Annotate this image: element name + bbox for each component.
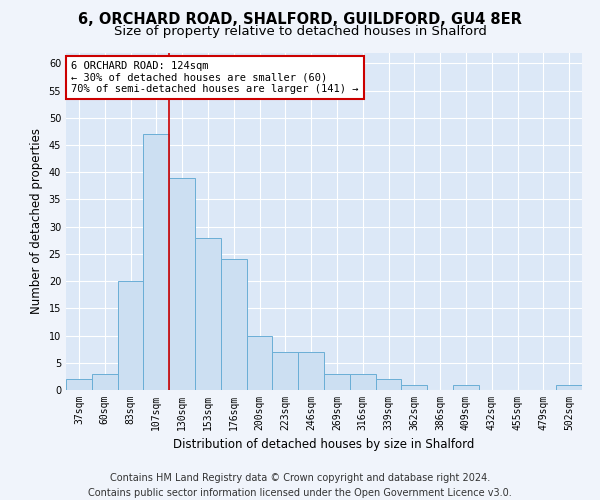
Bar [66, 379, 92, 390]
Text: Size of property relative to detached houses in Shalford: Size of property relative to detached ho… [113, 25, 487, 38]
Bar [169, 178, 195, 390]
Text: 6 ORCHARD ROAD: 124sqm
← 30% of detached houses are smaller (60)
70% of semi-det: 6 ORCHARD ROAD: 124sqm ← 30% of detached… [71, 61, 359, 94]
Bar [401, 384, 427, 390]
Text: Contains HM Land Registry data © Crown copyright and database right 2024.
Contai: Contains HM Land Registry data © Crown c… [88, 472, 512, 498]
Bar [143, 134, 169, 390]
Bar [556, 384, 582, 390]
Bar [247, 336, 272, 390]
Text: 6, ORCHARD ROAD, SHALFORD, GUILDFORD, GU4 8ER: 6, ORCHARD ROAD, SHALFORD, GUILDFORD, GU… [78, 12, 522, 28]
Bar [118, 281, 143, 390]
Y-axis label: Number of detached properties: Number of detached properties [30, 128, 43, 314]
Bar [376, 379, 401, 390]
Bar [350, 374, 376, 390]
Bar [195, 238, 221, 390]
Bar [92, 374, 118, 390]
Bar [272, 352, 298, 390]
Bar [453, 384, 479, 390]
Bar [324, 374, 350, 390]
Bar [298, 352, 324, 390]
Bar [221, 260, 247, 390]
X-axis label: Distribution of detached houses by size in Shalford: Distribution of detached houses by size … [173, 438, 475, 452]
